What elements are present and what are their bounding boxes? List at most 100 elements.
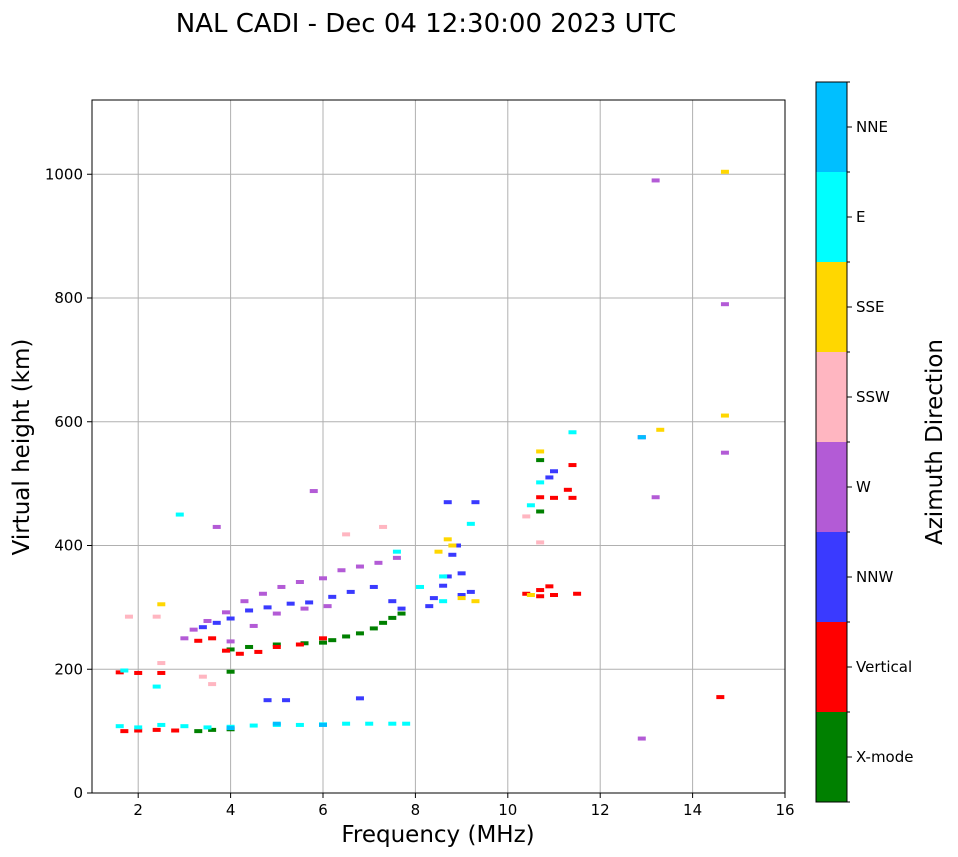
- data-point-w: [720, 450, 729, 455]
- data-point-w: [180, 636, 189, 641]
- data-point-nnw: [448, 552, 457, 557]
- x-tick-label: 16: [775, 801, 794, 819]
- y-tick-label: 0: [73, 784, 83, 802]
- x-tick-label: 12: [591, 801, 610, 819]
- data-point-e: [203, 725, 212, 730]
- data-point-w: [637, 736, 646, 741]
- x-tick-label: 4: [226, 801, 236, 819]
- data-point-ssw: [208, 682, 217, 687]
- data-point-e: [134, 725, 143, 730]
- data-point-x-mode: [226, 669, 235, 674]
- data-point-nnw: [388, 599, 397, 604]
- data-point-w: [240, 599, 249, 604]
- data-point-w: [221, 610, 230, 615]
- data-point-w: [319, 576, 327, 581]
- data-point-e: [157, 722, 166, 727]
- data-point-sse: [720, 413, 729, 418]
- data-point-w: [226, 639, 235, 644]
- data-point-nnw: [457, 571, 466, 576]
- data-point-w: [374, 560, 383, 565]
- colorbar-segment-x-mode: [816, 712, 847, 802]
- data-point-nnw: [286, 601, 295, 606]
- data-point-x-mode: [397, 611, 406, 616]
- colorbar-label: X-mode: [856, 748, 913, 766]
- colorbar-segment-ssw: [816, 352, 847, 442]
- data-point-ssw: [198, 674, 207, 679]
- data-point-x-mode: [369, 626, 378, 631]
- y-axis-ticks: 0 200 400 600 800 1000: [45, 165, 92, 802]
- data-point-w: [249, 623, 258, 628]
- data-point-nnw: [198, 625, 207, 630]
- data-point-vertical: [522, 591, 531, 596]
- data-point-e: [536, 480, 545, 485]
- data-point-nnw: [282, 698, 291, 703]
- data-point-w: [189, 627, 198, 632]
- data-point-vertical: [568, 463, 577, 468]
- data-point-vertical: [716, 695, 725, 700]
- colorbar-label: NNE: [856, 118, 888, 136]
- data-point-nnw: [466, 589, 475, 594]
- data-point-vertical: [221, 648, 230, 653]
- data-point-vertical: [536, 588, 545, 593]
- colorbar-label: NNW: [856, 568, 893, 586]
- data-point-sse: [471, 599, 480, 604]
- data-point-vertical: [115, 670, 124, 675]
- data-point-w: [651, 178, 660, 183]
- data-point-x-mode: [226, 647, 235, 652]
- data-point-e: [342, 721, 351, 726]
- colorbar-segment-sse: [816, 262, 847, 352]
- data-point-x-mode: [272, 642, 281, 647]
- data-point-ssw: [379, 524, 388, 529]
- data-point-nnw: [452, 543, 461, 548]
- data-point-x-mode: [379, 620, 388, 625]
- data-point-sse: [434, 549, 443, 554]
- data-point-x-mode: [319, 640, 327, 645]
- data-point-x-mode: [328, 638, 337, 643]
- plot-frame: [92, 100, 785, 793]
- x-tick-label: 8: [411, 801, 421, 819]
- y-tick-label: 800: [54, 289, 83, 307]
- data-point-w: [651, 495, 660, 500]
- data-point-vertical: [208, 636, 217, 641]
- data-point-nnw: [226, 616, 235, 621]
- data-point-w: [203, 618, 212, 623]
- data-point-vertical: [536, 594, 545, 599]
- data-point-vertical: [295, 642, 304, 647]
- data-point-nnw: [439, 583, 448, 588]
- y-tick-label: 400: [54, 537, 83, 555]
- data-point-e: [439, 574, 448, 579]
- data-point-e: [295, 722, 304, 727]
- data-point-vertical: [550, 593, 558, 597]
- colorbar-border: [815, 81, 848, 803]
- plot-area: 2 4 6 8 10 12 14 16 0 200 400 600 800 1000: [45, 99, 795, 819]
- y-tick-label: 600: [54, 413, 83, 431]
- data-point-x-mode: [208, 727, 217, 732]
- data-point-e: [392, 549, 401, 554]
- y-axis-label: Virtual height (km): [9, 339, 35, 556]
- x-tick-label: 6: [318, 801, 328, 819]
- colorbar-label: E: [856, 208, 865, 226]
- data-point-vertical: [120, 729, 129, 734]
- data-point-w: [272, 611, 281, 616]
- data-point-e: [402, 721, 411, 726]
- data-point-x-mode: [536, 509, 545, 514]
- data-point-nnw: [443, 500, 452, 505]
- data-point-nne: [272, 721, 281, 726]
- data-point-vertical: [272, 644, 281, 649]
- data-point-sse: [157, 602, 166, 607]
- data-point-vertical: [568, 495, 577, 500]
- data-point-e: [416, 584, 425, 589]
- data-point-x-mode: [355, 631, 364, 636]
- data-point-e: [249, 723, 258, 728]
- data-point-nnw: [263, 698, 272, 703]
- data-point-sse: [443, 537, 452, 542]
- data-point-e: [439, 599, 448, 604]
- colorbar-label: SSE: [856, 298, 885, 316]
- colorbar-label: W: [856, 478, 871, 496]
- data-point-vertical: [171, 728, 180, 733]
- data-point-e: [120, 668, 129, 673]
- grid: [92, 100, 785, 793]
- data-point-w: [337, 568, 346, 573]
- colorbar-segment-nne: [816, 82, 847, 172]
